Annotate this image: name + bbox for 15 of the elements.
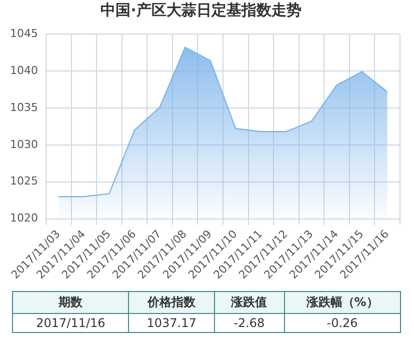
text: 2017/11/16 — [12, 314, 129, 332]
text: 涨跌幅（%） — [284, 292, 400, 314]
y-tick-label: 1040 — [10, 64, 38, 77]
text: 价格指数 — [128, 292, 214, 314]
text: 1037.17 — [128, 314, 214, 332]
y-tick-label: 1045 — [10, 26, 38, 40]
y-tick-label: 1035 — [10, 100, 38, 114]
text: -2.68 — [214, 314, 284, 332]
text: -0.26 — [284, 314, 400, 332]
text: 涨跌值 — [214, 292, 284, 314]
y-tick-label: 1030 — [10, 138, 38, 151]
y-tick-label: 1025 — [10, 174, 38, 188]
chart-title: 中国·产区大蒜日定基指数走势 — [100, 0, 302, 19]
text: 期数 — [12, 292, 129, 314]
y-tick-label: 1020 — [10, 212, 38, 225]
